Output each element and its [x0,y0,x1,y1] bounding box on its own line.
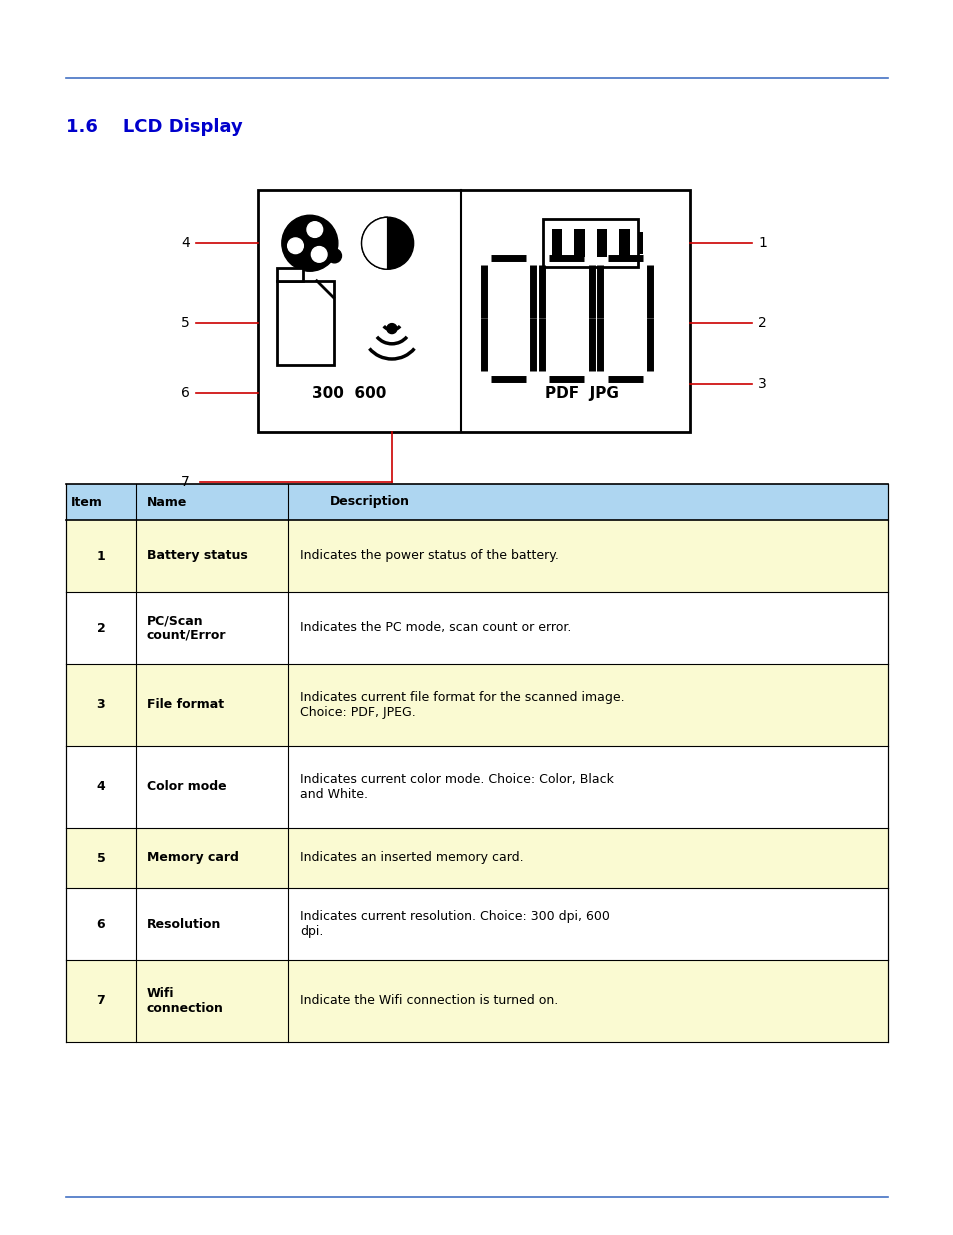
Circle shape [307,222,322,237]
Circle shape [311,247,327,262]
Text: 5: 5 [96,851,105,864]
Text: 4: 4 [96,781,105,794]
Text: 1: 1 [758,236,766,251]
Text: 4: 4 [181,236,190,251]
Text: Item: Item [71,495,103,509]
Text: 5: 5 [181,316,190,330]
Text: 3: 3 [758,377,766,390]
Circle shape [361,217,414,269]
FancyBboxPatch shape [277,268,302,280]
Text: Indicates current color mode. Choice: Color, Black
and White.: Indicates current color mode. Choice: Co… [299,773,613,802]
Text: 2: 2 [96,621,105,635]
FancyBboxPatch shape [66,960,887,1042]
Text: 6: 6 [181,387,190,400]
Text: 7: 7 [181,475,190,489]
Text: Indicate the Wifi connection is turned on.: Indicate the Wifi connection is turned o… [299,994,558,1008]
Text: Color mode: Color mode [147,781,226,794]
Circle shape [387,324,396,333]
Text: 1: 1 [96,550,105,562]
FancyBboxPatch shape [66,827,887,888]
FancyBboxPatch shape [66,664,887,746]
FancyBboxPatch shape [551,230,561,257]
FancyBboxPatch shape [66,520,887,592]
Wedge shape [361,217,387,269]
Text: Indicates current file format for the scanned image.
Choice: PDF, JPEG.: Indicates current file format for the sc… [299,692,624,719]
Text: File format: File format [147,699,223,711]
Text: PC/Scan
count/Error: PC/Scan count/Error [147,614,226,642]
Text: Battery status: Battery status [147,550,247,562]
Text: Indicates the power status of the battery.: Indicates the power status of the batter… [299,550,558,562]
Text: Indicates an inserted memory card.: Indicates an inserted memory card. [299,851,523,864]
Text: 300  600: 300 600 [312,385,386,401]
Text: 2: 2 [758,316,766,330]
Circle shape [281,215,337,272]
FancyBboxPatch shape [618,230,629,257]
Text: Name: Name [147,495,187,509]
Text: Wifi
connection: Wifi connection [147,987,223,1015]
Text: Description: Description [330,495,410,509]
Text: 6: 6 [96,918,105,930]
Text: PDF  JPG: PDF JPG [544,385,618,401]
FancyBboxPatch shape [66,888,887,960]
FancyBboxPatch shape [257,190,689,432]
Text: 1.6    LCD Display: 1.6 LCD Display [66,119,242,136]
FancyBboxPatch shape [574,230,584,257]
Text: Memory card: Memory card [147,851,238,864]
Text: 7: 7 [96,994,105,1008]
FancyBboxPatch shape [66,484,887,520]
Text: Indicates current resolution. Choice: 300 dpi, 600
dpi.: Indicates current resolution. Choice: 30… [299,910,609,939]
FancyBboxPatch shape [277,280,334,366]
FancyBboxPatch shape [542,219,638,268]
FancyBboxPatch shape [66,746,887,827]
Text: 3: 3 [96,699,105,711]
FancyBboxPatch shape [596,230,606,257]
Circle shape [288,238,303,253]
Text: Indicates the PC mode, scan count or error.: Indicates the PC mode, scan count or err… [299,621,571,635]
FancyBboxPatch shape [66,592,887,664]
FancyBboxPatch shape [638,232,642,254]
Text: Resolution: Resolution [147,918,221,930]
Circle shape [327,248,341,263]
